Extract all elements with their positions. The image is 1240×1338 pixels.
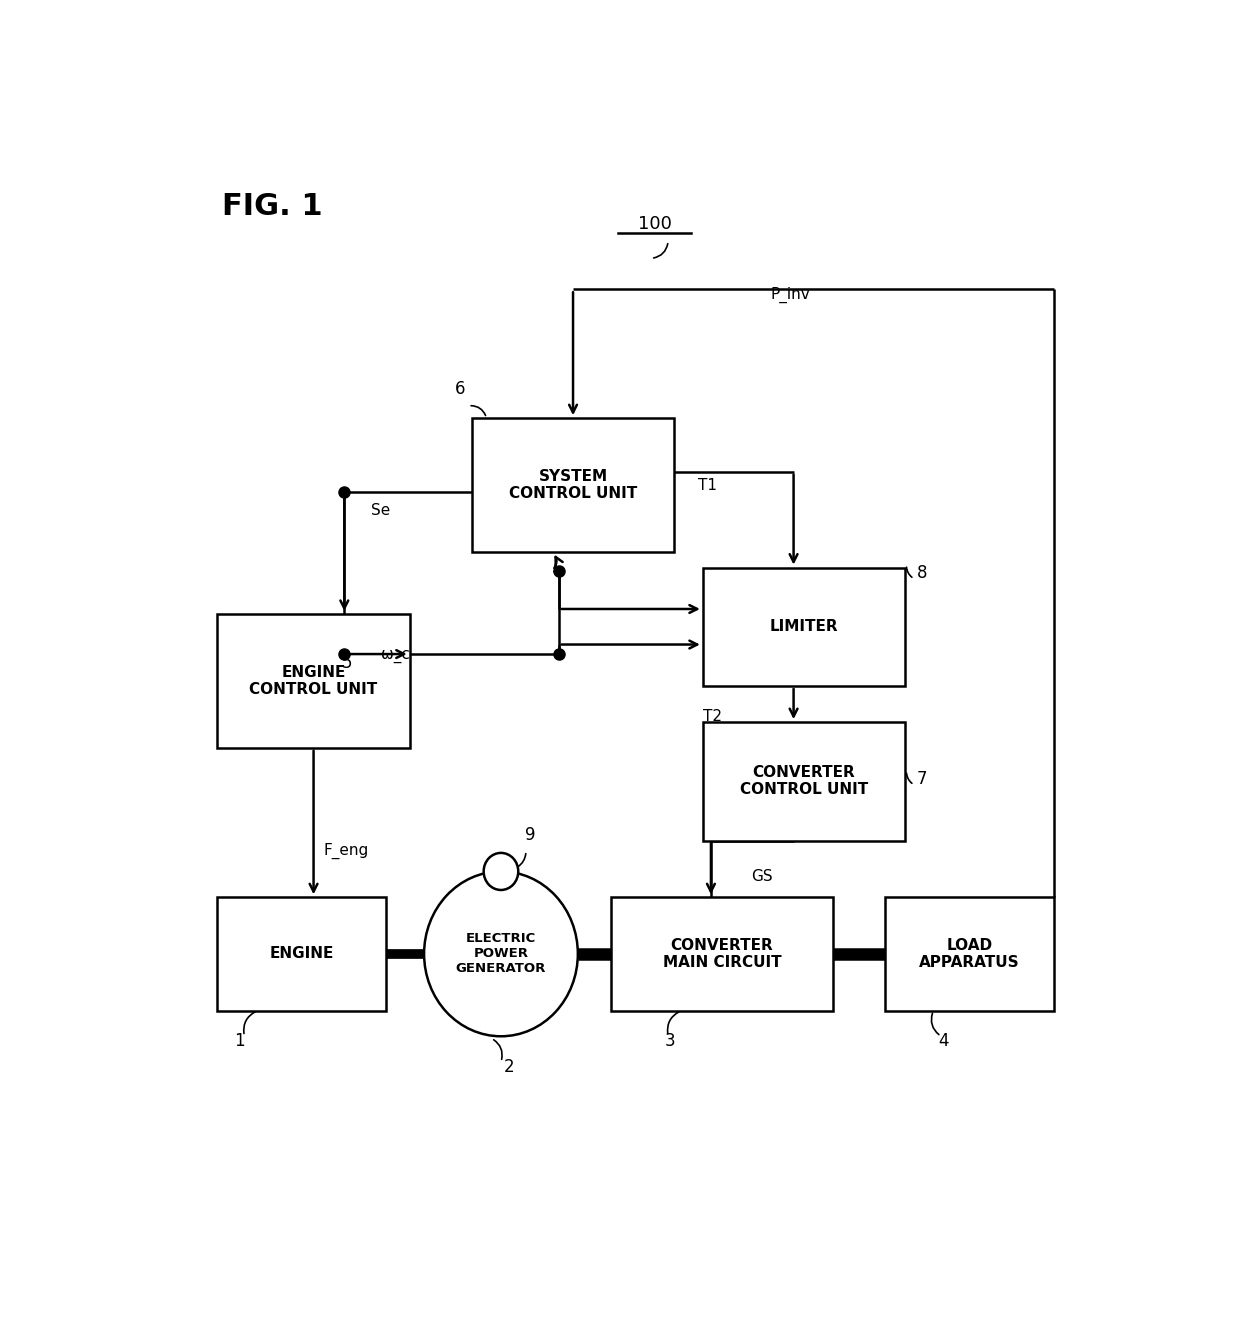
Bar [703,723,904,840]
Text: FIG. 1: FIG. 1 [222,193,322,221]
Text: F_eng: F_eng [324,843,368,859]
Text: 7: 7 [916,769,928,788]
Text: ELECTRIC
POWER
GENERATOR: ELECTRIC POWER GENERATOR [456,933,546,975]
Text: GS: GS [751,870,773,884]
Text: ω_c: ω_c [381,648,409,662]
Bar [611,898,832,1010]
Bar [472,417,675,553]
Text: CONVERTER
MAIN CIRCUIT: CONVERTER MAIN CIRCUIT [662,938,781,970]
Text: CONVERTER
CONTROL UNIT: CONVERTER CONTROL UNIT [739,765,868,797]
Text: T2: T2 [703,709,722,724]
Text: SYSTEM
CONTROL UNIT: SYSTEM CONTROL UNIT [508,468,637,502]
Text: P_inv: P_inv [770,286,810,302]
Bar [217,898,386,1010]
Text: 4: 4 [937,1033,949,1050]
Circle shape [484,852,518,890]
Text: 1: 1 [234,1033,244,1050]
Text: ENGINE: ENGINE [269,946,334,962]
Text: Se: Se [371,503,391,518]
Bar [885,898,1054,1010]
Text: LIMITER: LIMITER [769,619,838,634]
Text: ENGINE
CONTROL UNIT: ENGINE CONTROL UNIT [249,665,378,697]
Bar [703,567,904,686]
Text: 2: 2 [503,1058,513,1076]
Text: LOAD
APPARATUS: LOAD APPARATUS [919,938,1019,970]
Text: 100: 100 [637,214,672,233]
Bar [217,614,409,748]
Text: 6: 6 [455,380,466,399]
Text: 8: 8 [916,563,928,582]
Text: 9: 9 [525,827,534,844]
Text: 5: 5 [342,654,352,672]
Text: T1: T1 [698,478,717,492]
Circle shape [424,871,578,1036]
Text: 3: 3 [665,1033,676,1050]
